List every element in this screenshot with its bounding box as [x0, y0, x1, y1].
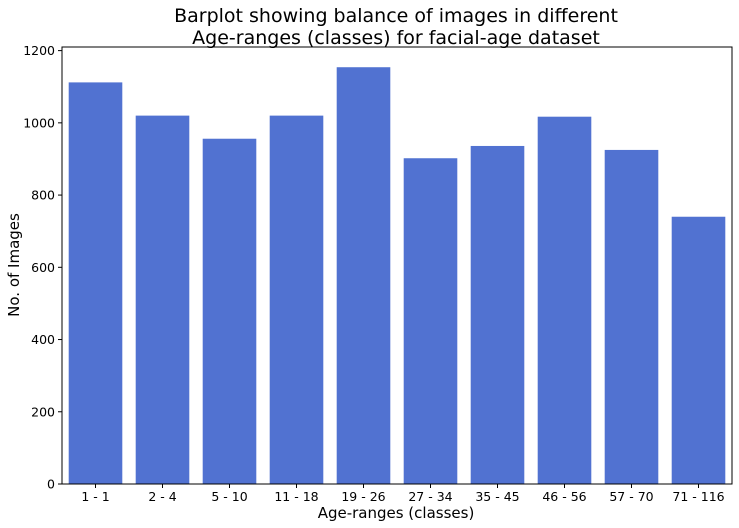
- x-tick-label: 71 - 116: [672, 489, 724, 504]
- bar-35-45: [470, 145, 525, 484]
- bar-1-1: [68, 82, 123, 484]
- y-tick-label: 400: [31, 332, 55, 347]
- y-tick-label: 600: [31, 260, 55, 275]
- y-axis-label: No. of Images: [5, 213, 23, 317]
- chart-title-line-2: Age-ranges (classes) for facial-age data…: [192, 27, 600, 49]
- y-tick-label: 1200: [23, 43, 55, 58]
- bar-5-10: [202, 138, 257, 485]
- x-tick-label: 1 - 1: [81, 489, 109, 504]
- y-tick-label: 200: [31, 404, 55, 419]
- bar-2-4: [135, 115, 190, 485]
- x-tick-label: 2 - 4: [148, 489, 176, 504]
- y-tick-label: 0: [47, 477, 55, 492]
- plot-area-frame: [61, 46, 733, 485]
- x-tick-label: 35 - 45: [475, 489, 519, 504]
- bar-19-26: [336, 67, 391, 484]
- y-tick-label: 800: [31, 188, 55, 203]
- x-axis: 1 - 1 2 - 4 5 - 10 11 - 18 19 - 26 27 - 34 35 …: [81, 484, 725, 504]
- y-tick-label: 1000: [23, 115, 55, 130]
- bar-71-116: [671, 216, 726, 485]
- x-tick-label: 46 - 56: [542, 489, 586, 504]
- x-tick-label: 11 - 18: [274, 489, 318, 504]
- bar-46-56: [537, 116, 592, 484]
- bar-27-34: [403, 158, 458, 485]
- x-tick-label: 27 - 34: [408, 489, 452, 504]
- x-tick-label: 57 - 70: [609, 489, 653, 504]
- y-axis: 0 200 400 600 800 1000 1200: [23, 43, 62, 492]
- x-tick-label: 5 - 10: [211, 489, 247, 504]
- x-axis-label: Age-ranges (classes): [318, 504, 475, 522]
- bar-57-70: [604, 149, 659, 484]
- x-tick-label: 19 - 26: [341, 489, 385, 504]
- chart-title-line-1: Barplot showing balance of images in dif…: [174, 5, 618, 27]
- bar-11-18: [269, 115, 324, 485]
- bars-group: [68, 67, 726, 485]
